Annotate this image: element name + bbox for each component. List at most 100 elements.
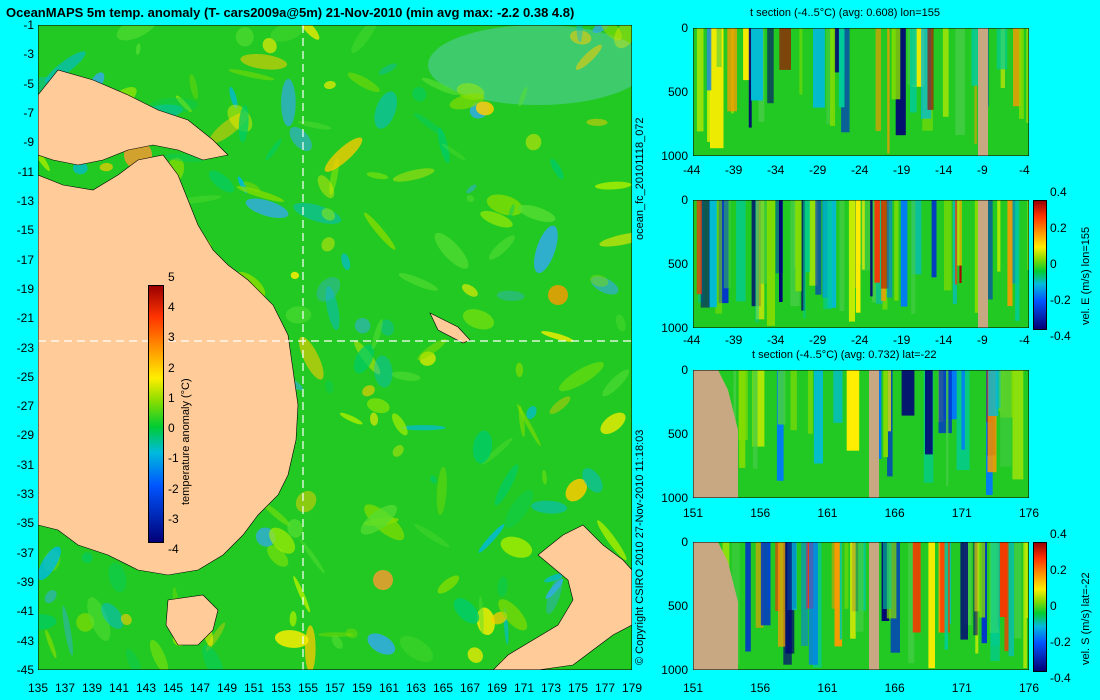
section-stripe (944, 542, 949, 650)
x-tick-label: -44 (683, 333, 701, 347)
anomaly-patch (331, 635, 343, 649)
section-stripe (974, 542, 980, 612)
section-stripe (974, 28, 977, 144)
section-stripe (886, 200, 893, 298)
x-tick-label: 171 (951, 506, 972, 520)
anomaly-patch (324, 80, 336, 90)
anomaly-patch (339, 412, 363, 425)
map-y-ticks: -1 -3 -5 -7 -9 -11 -13 -15 -17 -19 -21 -23 -25 -27 -29… (0, 18, 36, 677)
anomaly-patch (478, 524, 505, 553)
anomaly-patch (108, 562, 127, 593)
section-stripe (723, 200, 731, 289)
map-svg (18, 8, 648, 681)
section-stripe (844, 542, 849, 609)
y-tick-label: -39 (16, 575, 34, 590)
section3-plot (692, 369, 1030, 499)
x-tick-label: 165 (433, 681, 454, 695)
section-stripe (790, 200, 800, 307)
anomaly-patch (434, 232, 469, 269)
anomaly-patch (399, 636, 434, 662)
x-tick-label: -19 (893, 163, 911, 177)
section-stripe (827, 200, 837, 308)
anomaly-patch (360, 504, 397, 535)
sec4-svg (692, 541, 1033, 671)
section-stripe (790, 370, 797, 431)
anomaly-patch (347, 72, 380, 93)
section2-colorbar-label: vel. E (m/s) lon=155 (1080, 226, 1092, 325)
anomaly-patch (240, 54, 288, 70)
section-gap (869, 370, 879, 498)
section-stripe (751, 28, 763, 101)
anomaly-patch (441, 143, 466, 161)
y-tick-label: 0 (681, 363, 688, 377)
y-tick-label: -23 (16, 340, 34, 355)
anomaly-patch (437, 127, 450, 164)
anomaly-patch (461, 284, 478, 297)
section-stripe (755, 542, 764, 628)
section-stripe (799, 28, 803, 95)
section-stripe (900, 200, 908, 307)
anomaly-patch (380, 319, 394, 336)
section2-y-ticks: 0 500 1000 (652, 193, 690, 335)
section-stripe (971, 28, 982, 86)
section-stripe (727, 28, 737, 112)
section-stripe (831, 542, 840, 609)
section-stripe (743, 28, 752, 81)
section-stripe (928, 542, 935, 669)
anomaly-patch (366, 172, 389, 180)
section-stripe (760, 542, 771, 626)
section-stripe (997, 200, 1001, 272)
y-tick-label: -13 (16, 193, 34, 208)
section-stripe (881, 200, 889, 289)
section-stripe (1008, 542, 1015, 657)
x-tick-label: 156 (750, 506, 771, 520)
new-caledonia-land (429, 312, 471, 344)
y-tick-label: -37 (16, 545, 34, 560)
anomaly-patch (321, 208, 335, 221)
y-tick-label: 0 (681, 535, 688, 549)
section-gap (978, 28, 988, 156)
anomaly-patch (498, 599, 528, 631)
y-tick-label: -43 (16, 633, 34, 648)
section-stripe (767, 28, 774, 104)
section-stripe (1014, 542, 1022, 639)
anomaly-patch (421, 77, 459, 96)
section-stripe (848, 200, 855, 322)
anomaly-patch (582, 468, 603, 493)
anomaly-patch (270, 22, 303, 42)
y-tick-label: -0.4 (1050, 329, 1071, 343)
anomaly-patch (238, 105, 249, 143)
section-stripe (911, 200, 916, 315)
section-stripe (875, 28, 881, 131)
y-tick-label: 0 (681, 21, 688, 35)
section-stripe (696, 200, 702, 295)
anomaly-patch (531, 500, 568, 514)
anomaly-patch (265, 138, 282, 161)
section2-colorbar-ticks: 0.4 0.2 0 -0.2 -0.4 (1048, 185, 1078, 343)
y-tick-label: -9 (23, 135, 34, 150)
x-tick-label: 145 (163, 681, 184, 695)
x-tick-label: 147 (190, 681, 211, 695)
y-tick-label: -33 (16, 487, 34, 502)
anomaly-patch (600, 412, 626, 435)
x-tick-label: -4 (1019, 163, 1030, 177)
x-tick-label: 173 (541, 681, 562, 695)
x-tick-label: 175 (568, 681, 589, 695)
warm-anomaly-spot (548, 285, 568, 305)
x-tick-label: 171 (514, 681, 535, 695)
section-stripe (755, 200, 759, 323)
anomaly-patch (586, 118, 608, 126)
section-stripe (839, 200, 845, 312)
x-tick-label: -34 (767, 163, 785, 177)
x-tick-label: 161 (379, 681, 400, 695)
y-tick-label: -45 (16, 663, 34, 677)
x-tick-label: 156 (750, 681, 771, 695)
anomaly-patch (37, 546, 61, 581)
y-tick-label: 0 (681, 193, 688, 207)
anomaly-patch (297, 120, 332, 130)
section-stripe (1015, 200, 1020, 321)
anomaly-patch (295, 490, 317, 513)
section-stripe (833, 370, 843, 423)
anomaly-patch (81, 552, 93, 564)
section3-x-ticks: 151 156 161 166 171 176 (683, 506, 1039, 522)
